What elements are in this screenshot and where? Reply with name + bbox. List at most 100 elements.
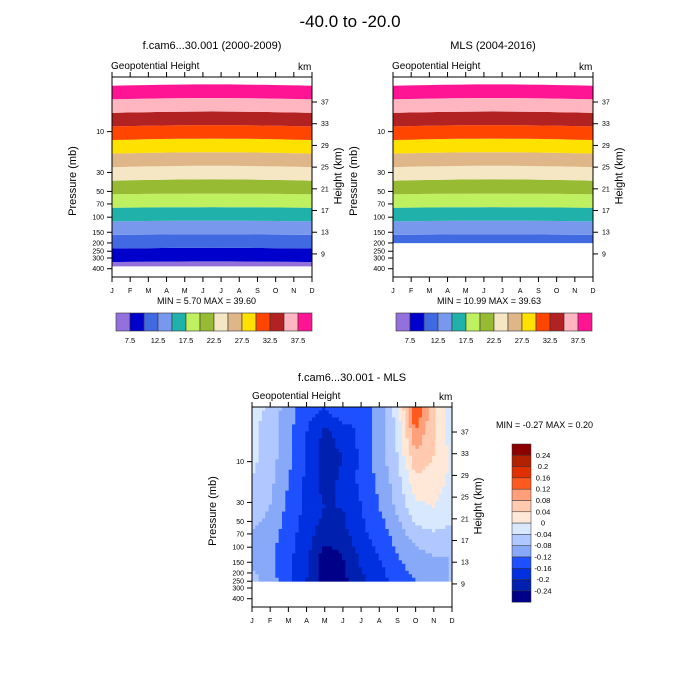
contour-cell xyxy=(348,508,353,512)
contour-cell xyxy=(322,466,326,471)
contour-cell xyxy=(348,420,353,425)
contour-cell xyxy=(388,525,393,530)
contour-cell xyxy=(302,567,306,572)
contour-cell xyxy=(278,434,283,439)
contour-cell xyxy=(372,539,376,544)
contour-cell xyxy=(308,487,313,492)
contour-cell xyxy=(268,427,273,432)
contour-cell xyxy=(345,407,350,411)
contour-cell xyxy=(415,473,420,478)
contour-cell xyxy=(355,431,360,436)
contour-cell xyxy=(422,417,426,422)
contour-cell xyxy=(372,476,376,481)
contour-cell xyxy=(405,518,410,523)
contour-cell xyxy=(335,504,340,509)
contour-cell xyxy=(278,466,283,471)
contour-cell xyxy=(408,434,413,439)
contour-cell xyxy=(365,518,370,523)
contour-cell xyxy=(368,535,373,540)
contour-cell xyxy=(362,511,366,516)
contour-cell xyxy=(265,420,270,425)
contour-cell xyxy=(262,539,266,544)
contour-cell xyxy=(358,556,363,561)
contour-cell xyxy=(415,574,420,579)
contour-cell xyxy=(275,549,280,554)
contour-cell xyxy=(298,413,303,418)
colorbar-swatch xyxy=(171,312,187,332)
contour-cell xyxy=(335,542,340,547)
contour-cell xyxy=(372,574,376,579)
contour-cell xyxy=(262,577,266,582)
colorbar-label: 17.5 xyxy=(459,336,474,345)
contour-cell xyxy=(378,511,383,516)
contour-cell xyxy=(322,420,326,425)
contour-cell xyxy=(412,480,416,485)
contour-cell xyxy=(375,549,380,554)
contour-cell xyxy=(435,445,440,450)
contour-cell xyxy=(288,473,293,478)
contour-cell xyxy=(398,483,403,488)
contour-cell xyxy=(275,511,280,516)
contour-cell xyxy=(282,407,286,411)
contour-cell xyxy=(395,448,400,453)
contour-cell xyxy=(388,549,393,554)
contour-cell xyxy=(278,501,283,505)
contour-cell xyxy=(302,413,306,418)
contour-cell xyxy=(265,469,270,474)
contour-cell xyxy=(442,483,446,488)
contour-cell xyxy=(362,487,366,492)
contour-cell xyxy=(365,542,370,547)
contour-cell xyxy=(325,469,330,474)
contour-cell xyxy=(312,542,316,547)
contour-cell xyxy=(302,577,306,582)
contour-cell xyxy=(305,556,310,561)
contour-cell xyxy=(418,511,423,516)
contour-cell xyxy=(298,553,303,558)
contour-cell xyxy=(262,553,266,558)
contour-cell xyxy=(282,522,286,526)
x-tick-label: J xyxy=(482,288,486,295)
contour-cell xyxy=(395,532,400,537)
contour-cell xyxy=(302,504,306,509)
contour-cell xyxy=(255,476,260,481)
contour-cell xyxy=(268,570,273,575)
contour-cell xyxy=(372,473,376,478)
contour-cell xyxy=(292,522,296,526)
contour-cell xyxy=(295,494,300,498)
contour-cell xyxy=(335,417,340,422)
contour-cell xyxy=(272,518,276,523)
contour-cell xyxy=(265,487,270,492)
panel2-title: MLS (2004-2016) xyxy=(450,40,536,52)
contour-cell xyxy=(365,525,370,530)
contour-cell xyxy=(348,462,353,467)
x-tick-label: A xyxy=(237,288,242,295)
contour-cell xyxy=(338,417,343,422)
contour-cell xyxy=(258,424,263,429)
contour-cell xyxy=(418,570,423,575)
contour-cell xyxy=(425,469,430,474)
contour-cell xyxy=(448,546,453,551)
contour-cell xyxy=(378,501,383,505)
colorbar-swatch xyxy=(511,466,532,479)
contour-cell xyxy=(432,553,436,558)
contour-cell xyxy=(418,434,423,439)
contour-cell xyxy=(412,466,416,471)
contour-cell xyxy=(262,567,266,572)
contour-cell xyxy=(255,508,260,512)
contour-cell xyxy=(278,528,283,533)
contour-cell xyxy=(255,518,260,523)
contour-cell xyxy=(328,487,333,492)
contour-cell xyxy=(385,431,390,436)
contour-cell xyxy=(285,570,290,575)
contour-cell xyxy=(382,574,386,579)
contour-cell xyxy=(445,466,450,471)
contour-cell xyxy=(348,511,353,516)
contour-cell xyxy=(328,473,333,478)
panel2-variable-label: Geopotential Height xyxy=(392,61,481,72)
contour-cell xyxy=(258,567,263,572)
contour-cell xyxy=(438,434,443,439)
contour-cell xyxy=(352,535,356,540)
contour-cell xyxy=(322,494,326,498)
contour-cell xyxy=(388,535,393,540)
contour-cell xyxy=(272,556,276,561)
